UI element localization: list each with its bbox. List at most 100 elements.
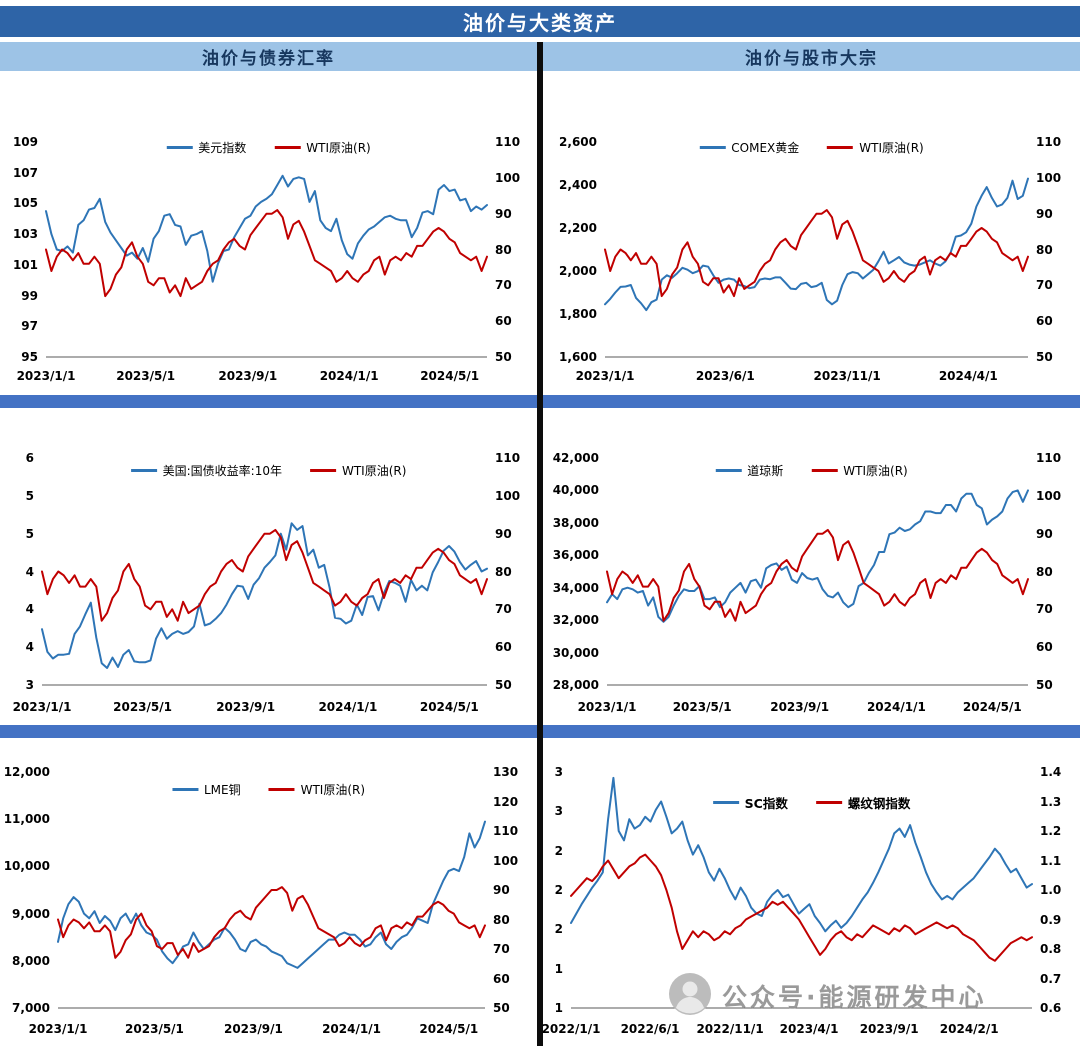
chart-us10y-yield-vs-wti: 美国:国债收益率:10年 WTI原油(R) 6 5 5 4 4 4 3 110 100 90 80 70 6…	[0, 408, 537, 725]
y-axis-tick-label: 34,000	[552, 580, 599, 595]
x-axis-tick-label: 2023/9/1	[223, 1022, 283, 1036]
y-axis-tick-label: 50	[495, 350, 512, 364]
chart-legend: 道琼斯 WTI原油(R)	[715, 462, 908, 479]
y-axis-tick-label: 2,400	[559, 178, 597, 192]
legend-line-swatch	[166, 146, 193, 149]
y-axis-tick-label: 50	[493, 1001, 510, 1015]
series-line	[606, 528, 1029, 622]
y-axis-tick-label: 100	[1036, 170, 1062, 185]
legend-label: 美元指数	[198, 141, 247, 155]
section-header-bonds-fx: 油价与债券汇率	[0, 42, 537, 71]
legend-line-swatch	[699, 146, 726, 149]
y-axis-tick-label: 5	[25, 488, 34, 503]
x-axis-tick-label: 2023/9/1	[218, 369, 278, 383]
chart-legend: LME铜 WTI原油(R)	[171, 781, 366, 798]
legend-label: 美国:国债收益率:10年	[162, 464, 282, 478]
legend-item: WTI原油(R)	[811, 462, 908, 479]
y-axis-tick-label: 110	[495, 451, 521, 465]
y-axis-tick-label: 30,000	[552, 645, 599, 660]
series-line	[606, 489, 1029, 623]
x-axis-tick-label: 2023/5/1	[113, 700, 172, 714]
y-axis-tick-label: 100	[493, 853, 519, 868]
y-axis-tick-label: 42,000	[552, 451, 599, 465]
legend-line-swatch	[811, 469, 838, 472]
y-axis-tick-label: 110	[495, 135, 521, 149]
report-title: 油价与大类资产	[0, 6, 1080, 37]
legend-label: WTI原油(R)	[859, 141, 924, 155]
chart-plot	[570, 776, 1033, 1009]
y-axis-tick-label: 120	[493, 794, 519, 809]
y-axis-tick-label: 8,000	[12, 953, 50, 968]
legend-label: WTI原油(R)	[300, 783, 366, 797]
y-axis-tick-label: 50	[495, 678, 512, 692]
legend-label: 道琼斯	[747, 464, 784, 478]
y-axis-tick-label: 110	[1036, 135, 1062, 149]
legend-line-swatch	[274, 146, 301, 149]
legend-item: SC指数	[712, 793, 788, 812]
y-axis-tick-label: 90	[1036, 526, 1053, 541]
y-axis-tick-label: 32,000	[552, 613, 599, 628]
chart-plot	[606, 489, 1029, 686]
y-axis-tick-label: 80	[1036, 564, 1053, 579]
x-axis-tick-label: 2023/4/1	[779, 1022, 839, 1036]
x-axis-tick-label: 2023/5/1	[116, 369, 176, 383]
series-line	[57, 886, 486, 959]
chart-plot	[57, 820, 486, 1009]
x-axis-tick-label: 2022/6/1	[620, 1022, 680, 1036]
legend-label: SC指数	[744, 796, 788, 811]
legend-label: COMEX黄金	[731, 141, 800, 155]
x-axis-tick-label: 2023/9/1	[770, 700, 830, 714]
y-axis-tick-label: 4	[25, 602, 34, 617]
x-axis-tick-label: 2023/5/1	[125, 1022, 184, 1036]
y-axis-tick-label: 1.4	[1040, 765, 1062, 779]
chart-legend: SC指数 螺纹钢指数	[712, 793, 911, 812]
x-axis-tick-label: 2023/1/1	[16, 369, 76, 383]
x-axis-tick-label: 2024/1/1	[318, 700, 378, 714]
y-axis-tick-label: 90	[495, 526, 512, 541]
chart-usd-index-vs-wti: 美元指数 WTI原油(R) 109 107 105 103 101 99 97 95 110 100 9…	[0, 72, 537, 395]
legend-label: 螺纹钢指数	[847, 796, 911, 811]
legend-item: WTI原油(R)	[827, 139, 924, 156]
series-line	[604, 177, 1029, 312]
section-header-equity-commodity: 油价与股市大宗	[543, 42, 1080, 71]
y-axis-tick-label: 80	[495, 564, 512, 579]
y-axis-tick-label: 50	[1036, 678, 1053, 692]
legend-item: 螺纹钢指数	[815, 793, 911, 812]
watermark: 公众号·能源研发中心	[668, 972, 987, 1020]
x-axis-tick-label: 2024/1/1	[319, 369, 379, 383]
legend-label: LME铜	[203, 783, 241, 797]
y-axis-tick-label: 4	[25, 640, 34, 655]
y-axis-tick-label: 99	[21, 288, 38, 303]
y-axis-tick-label: 1.0	[1040, 883, 1062, 897]
wechat-official-account-icon	[668, 972, 712, 1020]
x-axis-tick-label: 2022/1/1	[541, 1022, 601, 1036]
y-axis-tick-label: 2,000	[559, 264, 597, 278]
y-axis-tick-label: 90	[493, 883, 510, 897]
legend-line-swatch	[130, 469, 157, 472]
y-axis-tick-label: 70	[493, 942, 510, 956]
legend-item: COMEX黄金	[699, 139, 799, 156]
x-axis-tick-label: 2023/1/1	[28, 1022, 88, 1036]
series-line	[604, 209, 1029, 298]
x-axis-tick-label: 2024/4/1	[938, 369, 998, 383]
y-axis-tick-label: 70	[1036, 602, 1053, 617]
y-axis-tick-label: 80	[495, 242, 512, 257]
legend-label: WTI原油(R)	[341, 464, 407, 478]
y-axis-tick-label: 2	[554, 883, 563, 897]
chart-plot	[604, 177, 1029, 358]
x-axis-tick-label: 2023/9/1	[859, 1022, 919, 1036]
y-axis-tick-label: 2,200	[559, 221, 597, 235]
y-axis-tick-label: 101	[12, 257, 38, 272]
series-line	[45, 174, 488, 283]
y-axis-tick-label: 5	[25, 526, 34, 541]
x-axis-tick-label: 2023/11/1	[813, 369, 881, 383]
series-line	[57, 820, 486, 969]
y-axis-tick-label: 2	[554, 922, 563, 937]
series-line	[570, 776, 1033, 933]
y-axis-tick-label: 40,000	[552, 483, 599, 498]
x-axis-tick-label: 2023/9/1	[216, 700, 276, 714]
x-axis-tick-label: 2023/6/1	[695, 369, 755, 383]
y-axis-tick-label: 60	[1036, 640, 1053, 655]
y-axis-tick-label: 2	[554, 843, 563, 858]
